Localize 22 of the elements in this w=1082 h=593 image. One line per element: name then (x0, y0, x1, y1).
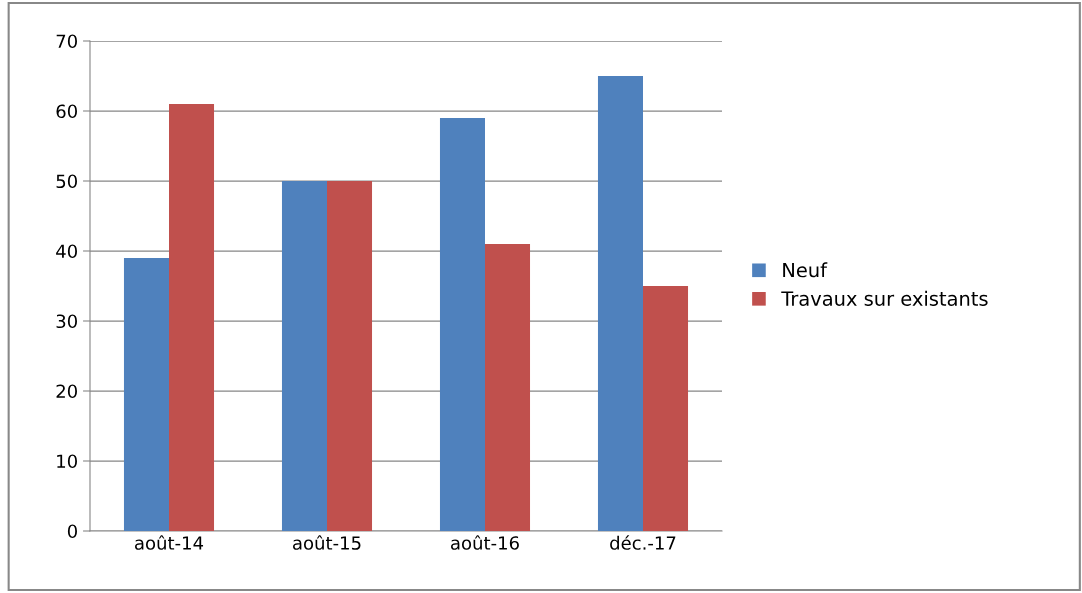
y-tick-label: 70 (56, 34, 77, 49)
x-tick-label: août-16 (451, 535, 519, 550)
bar (597, 76, 643, 531)
y-tick-label: 40 (56, 244, 77, 259)
y-tick-label: 50 (56, 174, 77, 189)
legend-label: Neuf (783, 262, 828, 278)
y-tick-label: 30 (56, 314, 77, 329)
bar (281, 181, 327, 531)
x-tick-label: août-14 (135, 535, 204, 550)
x-tick-label: déc.-17 (610, 535, 676, 550)
x-tick-label: août-15 (293, 535, 361, 550)
y-tick-label: 10 (57, 454, 77, 469)
bar (123, 258, 169, 531)
bar (485, 244, 531, 531)
bar (439, 118, 485, 531)
bar (643, 286, 689, 531)
y-tick-label: 20 (56, 384, 77, 399)
bar (327, 181, 373, 531)
y-tick-label: 60 (56, 104, 77, 119)
y-tick-label: 0 (67, 524, 77, 539)
bar (169, 104, 215, 531)
legend-label: Travaux sur existants (781, 290, 988, 306)
